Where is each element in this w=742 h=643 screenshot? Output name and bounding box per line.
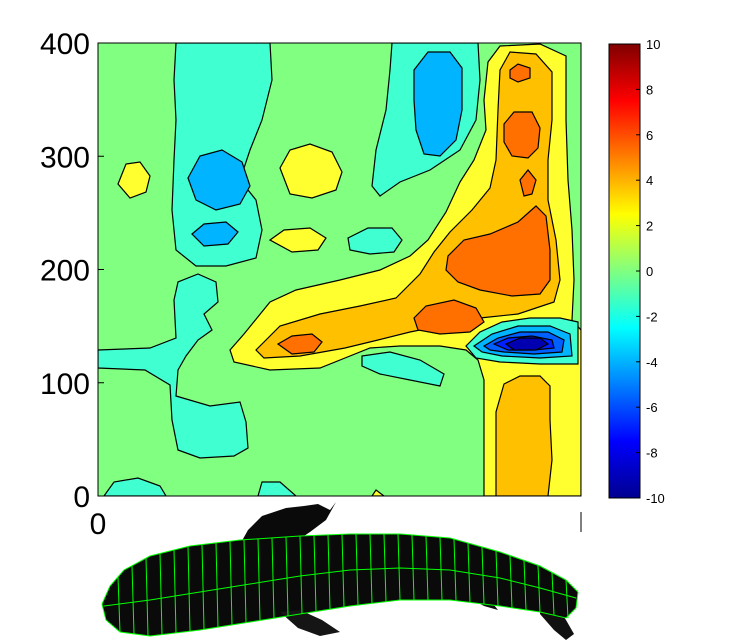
fish-grid-segment-line: [551, 572, 555, 616]
colorbar-tick-label: 4: [646, 173, 653, 188]
fish-grid-segment-line: [467, 543, 471, 603]
fish-grid-segment-line: [145, 558, 149, 636]
fish-grid-segment-line: [187, 546, 191, 632]
fish-grid-segment-line: [495, 550, 499, 606]
fish-grid-segment-line: [411, 534, 415, 601]
colorbar-tick-label: -4: [646, 355, 658, 370]
fish-grid-segment-line: [523, 560, 527, 610]
colorbar: 10 8 6 4 2 0 -2 -4 -6 -8 -10: [608, 37, 665, 506]
fish-grid-segment-line: [285, 536, 289, 616]
contour-pos6-top-right-small: [519, 169, 537, 197]
fish-grid-segment-line: [201, 544, 205, 630]
fish-grid-segment-line: [327, 534, 331, 610]
y-axis-ticks: 0 100 200 300 400: [40, 28, 104, 514]
fish-grid-segment-line: [299, 535, 303, 614]
contour-pos6-left-blob: [276, 333, 323, 355]
fish-image: [101, 502, 579, 640]
fish-grid-segment-line: [509, 555, 513, 608]
fish-grid-segment-line: [383, 533, 387, 602]
fish-body: [102, 534, 578, 636]
contour-neg2-center-small: [347, 227, 403, 255]
fish-grid-midline: [103, 567, 577, 607]
colorbar-tick-label: 10: [646, 37, 660, 52]
contour-pos6-right-blob: [445, 205, 551, 297]
fish-grid-segment-line: [439, 537, 443, 601]
fish-grid-segment-line: [481, 546, 485, 605]
y-tick-label: 400: [40, 28, 90, 61]
colorbar-gradient: [608, 43, 641, 499]
fish-grid-segment-line: [355, 533, 359, 606]
fish-grid-segment-line: [229, 541, 233, 625]
y-tick-label: 200: [40, 255, 90, 288]
fish-grid-segment-line: [131, 565, 135, 634]
contour-pos6-top-right-upper: [503, 111, 541, 159]
fish-grid-segment-line: [453, 539, 457, 601]
fish-grid-outline-bottom: [101, 591, 579, 637]
y-tick-label: 0: [73, 481, 90, 514]
contour-pos4-bottom-column: [495, 375, 553, 496]
contour-pos6-top-right-dot: [509, 63, 531, 83]
colorbar-tick-label: -2: [646, 309, 658, 324]
fish-grid-segment-line: [257, 538, 261, 621]
fish-grid-segment-line: [117, 576, 121, 633]
contour-pos2-small-left: [117, 161, 151, 199]
fish-grid-segment-line: [271, 537, 275, 619]
fish-grid-segment-line: [537, 565, 541, 613]
y-tick-label: 300: [40, 141, 90, 174]
contour-neg4-left-blob: [187, 149, 251, 211]
contour-neg2-lower-center: [361, 351, 445, 387]
contour-pos2-bottom-dot: [371, 489, 385, 496]
fish-segmentation-grid: [101, 533, 579, 637]
contour-plot: [98, 43, 581, 496]
fish-grid-segment-line: [565, 579, 569, 619]
contour-pos2-small-low: [268, 227, 327, 253]
colorbar-tick-label: -10: [646, 491, 665, 506]
contour-neg10-right: [504, 337, 550, 351]
colorbar-tick-label: 2: [646, 219, 653, 234]
fish-grid-segment-line: [313, 535, 317, 612]
fish-dorsal-fin: [238, 502, 336, 548]
fish-grid-segment-line: [341, 534, 345, 607]
contour-pos2-ridge: [229, 43, 581, 496]
contour-neg2-bottom-left: [103, 477, 167, 496]
contour-neg4-top-center: [413, 51, 463, 157]
contour-neg2-bottom-center: [257, 481, 297, 496]
contour-pos6-mid-blob: [413, 299, 485, 335]
contour-pos2-small-mid: [279, 143, 343, 199]
colorbar-tick-label: -8: [646, 446, 658, 461]
fish-grid-segment-line: [243, 539, 247, 623]
fish-lower-fin: [280, 610, 340, 636]
colorbar-tick-label: -6: [646, 400, 658, 415]
fish-grid-segment-line: [159, 553, 163, 635]
x-axis: 0: [90, 508, 582, 541]
colorbar-ticks: 10 8 6 4 2 0 -2 -4 -6 -8 -10: [636, 37, 665, 506]
contour-neg2-left-column: [98, 273, 249, 459]
contour-neg4-left-small: [191, 221, 239, 247]
x-tick-label-0: 0: [90, 508, 107, 541]
colorbar-tick-label: 8: [646, 82, 653, 97]
fish-grid-outline-top: [101, 533, 579, 605]
fish-grid-segment-line: [215, 542, 219, 628]
y-tick-label: 100: [40, 368, 90, 401]
colorbar-tick-label: 6: [646, 128, 653, 143]
fish-grid-segment-line: [173, 549, 177, 633]
fish-grid-segment-line: [397, 533, 401, 601]
fish-grid-segment-line: [369, 533, 373, 604]
fish-grid-segment-line: [425, 536, 429, 601]
colorbar-tick-label: 0: [646, 264, 653, 279]
